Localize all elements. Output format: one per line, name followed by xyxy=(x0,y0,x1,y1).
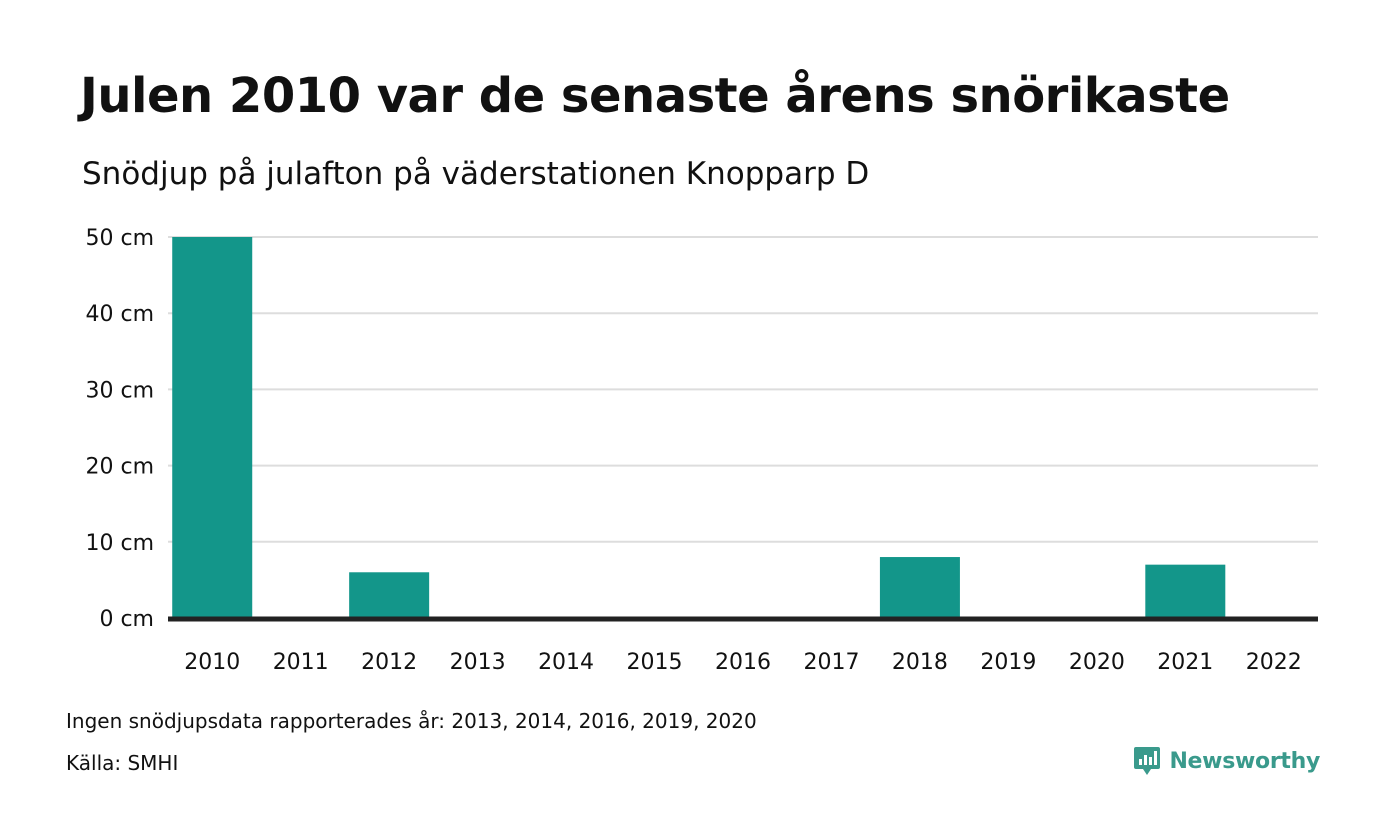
newsworthy-logo-icon xyxy=(1134,747,1161,775)
missing-data-note: Ingen snödjupsdata rapporterades år: 201… xyxy=(66,709,757,733)
chart-title: Julen 2010 var de senaste årens snörikas… xyxy=(80,68,1230,124)
brand-logo[interactable]: Newsworthy xyxy=(1133,745,1320,777)
x-tick-label: 2015 xyxy=(627,650,683,675)
x-tick-label: 2013 xyxy=(450,650,506,675)
bar-2012 xyxy=(349,572,430,618)
x-tick-label: 2016 xyxy=(715,650,771,675)
x-tick-label: 2019 xyxy=(980,650,1036,675)
y-tick-label: 40 cm xyxy=(85,302,154,327)
x-tick-label: 2017 xyxy=(803,650,859,675)
x-tick-label: 2011 xyxy=(273,650,329,675)
x-axis-labels: 2010 2011 2012 2013 2014 2015 2016 2017 2018 2019… xyxy=(184,650,1302,675)
bar-2010 xyxy=(172,237,253,618)
x-tick-label: 2022 xyxy=(1246,650,1302,675)
x-tick-label: 2012 xyxy=(361,650,417,675)
bar-2018 xyxy=(879,557,960,618)
y-tick-label: 50 cm xyxy=(85,226,154,251)
y-tick-label: 0 cm xyxy=(99,607,154,632)
bars xyxy=(172,237,1226,618)
y-tick-label: 20 cm xyxy=(85,455,154,480)
x-tick-label: 2020 xyxy=(1069,650,1125,675)
y-axis-labels: 0 cm 10 cm 20 cm 30 cm 40 cm 50 cm xyxy=(85,226,154,632)
chart-subtitle: Snödjup på julafton på väderstationen Kn… xyxy=(82,156,870,192)
source-credit: Källa: SMHI xyxy=(66,751,179,775)
y-tick-label: 10 cm xyxy=(85,531,154,556)
y-tick-label: 30 cm xyxy=(85,378,154,403)
bar-2021 xyxy=(1145,564,1226,618)
gridlines xyxy=(168,236,1318,543)
x-tick-label: 2018 xyxy=(892,650,948,675)
x-tick-label: 2014 xyxy=(538,650,594,675)
brand-name: Newsworthy xyxy=(1169,748,1320,774)
x-tick-label: 2021 xyxy=(1157,650,1213,675)
x-tick-label: 2010 xyxy=(184,650,240,675)
